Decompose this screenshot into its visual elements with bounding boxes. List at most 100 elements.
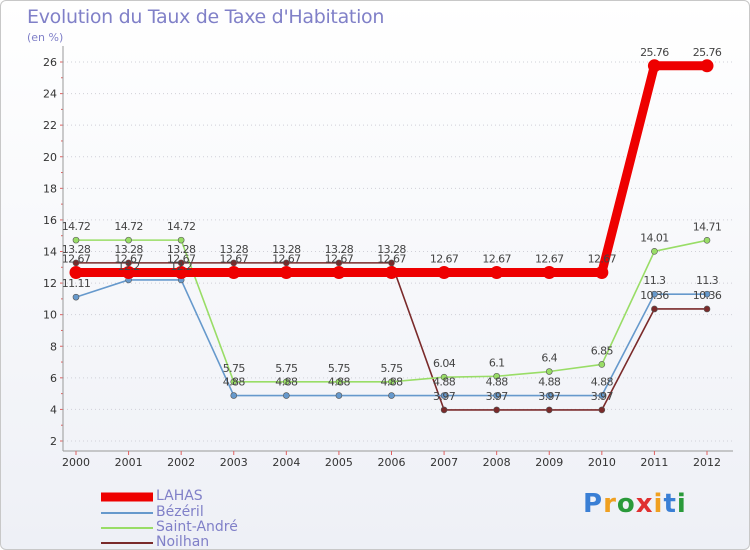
data-point-noilhan [335,259,343,267]
data-label-bezeril: 12.2 [118,260,140,273]
data-label-bezeril: 4.88 [380,376,403,389]
data-point-saint-andre [703,236,711,244]
data-label-lahas: 25.76 [693,46,722,59]
legend-swatch-bezeril [101,512,153,514]
legend-swatch-lahas [101,492,153,502]
chart-unit: (en %) [27,31,64,44]
data-point-bezeril [703,290,711,298]
data-label-noilhan: 3.97 [433,390,456,403]
data-point-lahas [542,266,556,280]
data-label-noilhan: 3.97 [538,390,561,403]
data-label-saint-andre: 5.75 [328,362,351,375]
data-label-saint-andre: 5.75 [223,362,246,375]
data-label-saint-andre: 5.75 [380,362,403,375]
data-label-lahas: 12.67 [272,253,301,266]
data-label-bezeril: 11.11 [62,277,91,290]
x-tick-label: 2008 [483,456,511,469]
legend-swatch-noilhan [101,542,153,544]
data-point-lahas [69,266,83,280]
data-point-bezeril [388,392,395,399]
data-label-lahas: 12.67 [167,253,196,266]
data-point-noilhan [72,259,80,267]
data-point-lahas [595,266,609,280]
data-point-bezeril [493,392,500,399]
data-point-noilhan [598,406,606,414]
y-tick-label: 2 [50,435,57,448]
y-tick-label: 16 [43,214,57,227]
x-tick-label: 2007 [430,456,458,469]
data-point-saint-andre [651,248,658,255]
proxiti-logo: Proxiti [583,489,687,519]
legend-label: Saint-André [156,519,238,535]
data-point-noilhan [125,259,132,267]
data-label-bezeril: 4.88 [538,376,561,389]
data-point-bezeril [598,392,606,399]
data-point-saint-andre [335,378,343,386]
y-tick-label: 10 [43,309,57,322]
data-label-bezeril: 12.2 [170,260,192,273]
x-tick-label: 2001 [115,456,143,469]
x-tick-label: 2003 [220,456,248,469]
data-point-saint-andre [493,372,500,380]
data-label-noilhan: 13.28 [62,243,91,256]
data-point-noilhan [230,259,238,267]
data-label-lahas: 12.67 [62,253,91,266]
legend-label: Noilhan [156,534,210,550]
chart-title: Evolution du Taux de Taxe d'Habitation [27,6,385,28]
y-tick-label: 12 [43,277,57,290]
data-label-noilhan: 3.97 [591,390,614,403]
data-point-lahas [332,266,346,280]
data-point-bezeril [72,293,80,301]
legend-swatch-saint-andre [101,527,153,529]
x-tick-label: 2009 [535,456,563,469]
y-tick-label: 14 [43,246,57,259]
data-label-saint-andre: 6.1 [489,356,505,369]
data-label-bezeril: 11.3 [696,274,719,287]
data-point-noilhan [283,259,290,267]
legend-label: LAHAS [156,488,203,504]
data-point-saint-andre [545,368,553,375]
y-tick-label: 18 [43,182,57,195]
data-point-noilhan [493,406,500,414]
data-label-saint-andre: 14.71 [693,220,722,233]
y-tick-label: 8 [50,340,57,353]
y-tick-label: 4 [50,403,57,416]
data-point-saint-andre [388,378,395,386]
data-label-bezeril: 4.88 [223,376,246,389]
data-label-saint-andre: 14.72 [167,220,196,233]
data-point-lahas [700,59,714,73]
data-point-saint-andre [440,373,448,381]
data-point-bezeril [440,392,448,399]
logo-letter: o [616,489,636,519]
x-tick-label: 2002 [167,456,195,469]
data-point-lahas [174,266,188,280]
data-label-lahas: 12.67 [325,253,354,266]
data-point-lahas [385,266,398,280]
logo-letter: P [583,489,604,519]
data-point-bezeril [283,392,290,399]
data-label-noilhan: 13.28 [325,243,354,256]
data-point-saint-andre [283,378,290,386]
data-label-noilhan: 13.28 [114,243,143,256]
data-label-saint-andre: 14.01 [640,231,669,244]
x-tick-label: 2006 [378,456,406,469]
data-label-noilhan: 3.97 [486,390,509,403]
data-label-lahas: 12.67 [482,253,511,266]
x-tick-label: 2012 [693,456,721,469]
logo-letter: x [635,489,654,519]
logo-letter: i [653,489,664,519]
data-point-lahas [437,266,451,280]
data-point-bezeril [545,392,553,399]
data-label-lahas: 12.67 [430,253,459,266]
legend-label: Bézéril [156,504,204,520]
data-point-saint-andre [72,236,80,244]
x-tick-label: 2010 [588,456,616,469]
data-point-saint-andre [125,236,132,244]
x-tick-label: 2000 [62,456,90,469]
y-tick-label: 20 [43,151,57,164]
x-tick-label: 2005 [325,456,353,469]
data-label-saint-andre: 5.75 [275,362,298,375]
y-tick-label: 24 [43,88,57,101]
data-point-lahas [227,266,241,280]
